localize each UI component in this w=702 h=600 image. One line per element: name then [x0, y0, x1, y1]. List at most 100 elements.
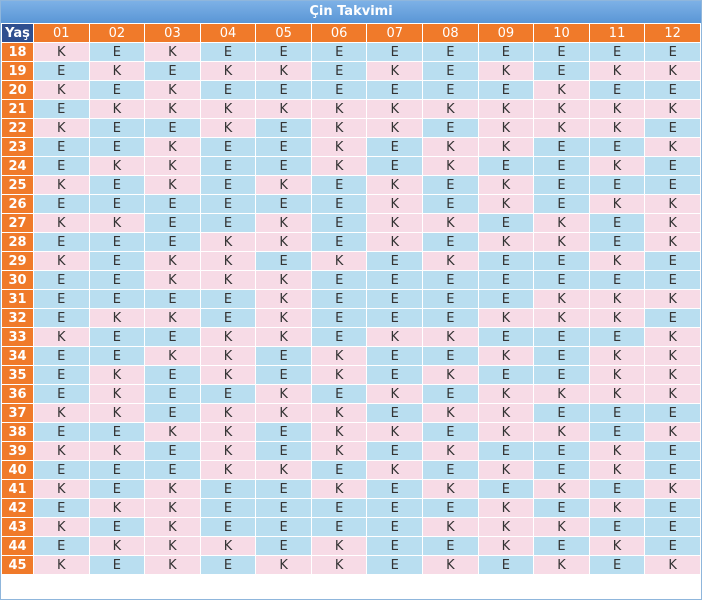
calendar-cell: E	[367, 404, 423, 422]
header-row: Yaş 01 02 03 04 05 06 07 08 09 10 11 12	[2, 24, 700, 42]
calendar-cell: K	[311, 100, 367, 118]
calendar-cell: E	[200, 43, 256, 61]
calendar-cell: E	[589, 81, 645, 99]
calendar-cell: K	[367, 461, 423, 479]
age-label: 39	[2, 442, 33, 460]
calendar-cell: K	[534, 518, 589, 536]
calendar-cell: K	[478, 138, 534, 156]
calendar-cell: K	[256, 233, 311, 251]
calendar-cell: E	[534, 347, 589, 365]
age-label: 22	[2, 119, 33, 137]
calendar-cell: K	[645, 423, 700, 441]
calendar-cell: E	[34, 537, 89, 555]
table-title: Çin Takvimi	[1, 1, 701, 23]
calendar-cell: K	[423, 252, 478, 270]
calendar-cell: K	[89, 385, 145, 403]
calendar-cell: E	[367, 518, 423, 536]
calendar-cell: K	[367, 423, 423, 441]
calendar-cell: K	[645, 214, 700, 232]
calendar-cell: K	[645, 195, 700, 213]
calendar-cell: K	[645, 138, 700, 156]
calendar-cell: K	[89, 309, 145, 327]
age-label: 30	[2, 271, 33, 289]
calendar-cell: K	[89, 214, 145, 232]
table-row: 25 K E K E K E K E K E E E	[2, 176, 700, 194]
calendar-cell: E	[311, 290, 367, 308]
calendar-cell: E	[311, 385, 367, 403]
calendar-cell: E	[478, 157, 534, 175]
calendar-cell: E	[89, 556, 145, 574]
calendar-cell: K	[478, 176, 534, 194]
calendar-cell: E	[256, 499, 311, 517]
calendar-cell: K	[145, 271, 200, 289]
calendar-cell: K	[534, 214, 589, 232]
calendar-cell: K	[589, 290, 645, 308]
calendar-cell: E	[89, 138, 145, 156]
calendar-cell: K	[645, 366, 700, 384]
calendar-cell: E	[256, 480, 311, 498]
calendar-cell: K	[589, 62, 645, 80]
calendar-cell: E	[423, 423, 478, 441]
calendar-cell: K	[478, 100, 534, 118]
calendar-cell: K	[145, 176, 200, 194]
calendar-cell: K	[478, 385, 534, 403]
calendar-cell: K	[589, 537, 645, 555]
calendar-cell: K	[423, 214, 478, 232]
calendar-cell: E	[34, 138, 89, 156]
calendar-cell: K	[145, 480, 200, 498]
calendar-cell: K	[311, 138, 367, 156]
calendar-cell: E	[311, 328, 367, 346]
calendar-cell: K	[145, 43, 200, 61]
calendar-cell: K	[200, 62, 256, 80]
calendar-cell: E	[200, 309, 256, 327]
calendar-cell: E	[145, 290, 200, 308]
table-row: 41 K E K E E K E K E K E K	[2, 480, 700, 498]
table-row: 28 E E E K K E K E K K E K	[2, 233, 700, 251]
calendar-cell: E	[200, 290, 256, 308]
calendar-cell: E	[589, 176, 645, 194]
calendar-cell: K	[89, 157, 145, 175]
calendar-cell: K	[200, 328, 256, 346]
calendar-cell: K	[34, 404, 89, 422]
calendar-cell: E	[145, 385, 200, 403]
calendar-cell: K	[34, 214, 89, 232]
calendar-cell: K	[200, 537, 256, 555]
calendar-cell: K	[478, 518, 534, 536]
calendar-cell: E	[367, 309, 423, 327]
age-label: 18	[2, 43, 33, 61]
calendar-cell: E	[311, 518, 367, 536]
calendar-cell: E	[311, 309, 367, 327]
calendar-cell: K	[478, 499, 534, 517]
age-label: 23	[2, 138, 33, 156]
calendar-cell: E	[89, 290, 145, 308]
calendar-cell: E	[589, 556, 645, 574]
age-label: 41	[2, 480, 33, 498]
table-row: 20 K E K E E E E E E K E E	[2, 81, 700, 99]
calendar-cell: E	[534, 157, 589, 175]
calendar-cell: K	[645, 347, 700, 365]
calendar-cell: E	[256, 442, 311, 460]
calendar-cell: K	[367, 62, 423, 80]
calendar-cell: K	[145, 81, 200, 99]
month-header: 03	[145, 24, 200, 42]
calendar-cell: K	[256, 290, 311, 308]
calendar-cell: E	[34, 271, 89, 289]
calendar-cell: K	[478, 195, 534, 213]
calendar-cell: E	[200, 157, 256, 175]
calendar-cell: E	[200, 195, 256, 213]
age-label: 27	[2, 214, 33, 232]
calendar-cell: K	[478, 404, 534, 422]
calendar-cell: E	[145, 195, 200, 213]
calendar-cell: E	[534, 138, 589, 156]
calendar-cell: E	[34, 309, 89, 327]
calendar-cell: E	[200, 499, 256, 517]
calendar-cell: K	[89, 62, 145, 80]
calendar-cell: E	[200, 556, 256, 574]
table-row: 36 E K E E K E K E K K K K	[2, 385, 700, 403]
calendar-cell: E	[367, 556, 423, 574]
age-label: 32	[2, 309, 33, 327]
calendar-cell: E	[423, 347, 478, 365]
table-row: 43 K E K E E E E K K K E E	[2, 518, 700, 536]
calendar-cell: E	[145, 119, 200, 137]
calendar-cell: E	[645, 43, 700, 61]
